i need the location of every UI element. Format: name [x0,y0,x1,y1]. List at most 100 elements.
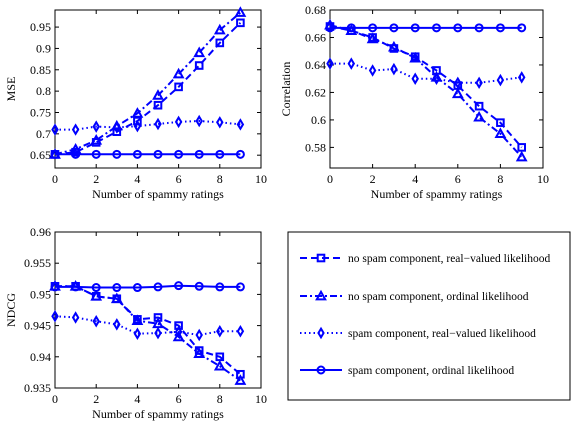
y-tick-label: 0.95 [30,287,51,301]
legend: no spam component, real−valued likelihoo… [287,231,571,401]
y-tick-label: 0.9 [36,41,51,55]
data-point [154,117,162,131]
data-point [50,282,60,292]
series-line [54,11,242,156]
data-point [91,149,101,159]
data-point [51,123,59,136]
data-point [368,64,377,77]
chart-panel-correlation: 0 2 4 6 8 10 0.58 0.6 0.62 0.64 0.66 0.68 Number of … [279,3,549,201]
data-point [195,114,203,128]
data-point [326,57,334,70]
data-point [453,23,463,33]
x-tick-label: 0 [52,392,58,406]
x-axis-label: Number of spammy ratings [371,187,503,201]
y-tick-label: 0.945 [24,319,51,333]
data-point [235,149,245,159]
series-4 [50,149,245,159]
data-point [236,324,245,338]
x-tick-label: 2 [93,172,99,186]
data-point [174,115,183,129]
data-point [409,51,422,63]
data-point [216,324,224,338]
data-point [411,72,419,85]
x-axis-label: Number of spammy ratings [92,187,224,201]
data-point [91,283,101,293]
data-point [152,89,164,100]
y-tick-label: 0.955 [24,256,51,270]
y-tick-label: 0.935 [24,381,51,395]
x-tick-label: 0 [52,172,58,186]
data-point [496,118,505,127]
data-point [110,292,123,304]
x-tick-label: 4 [412,172,418,186]
data-point [71,149,81,159]
data-point [215,38,225,48]
data-point [92,120,100,133]
legend-marker [315,289,327,301]
legend-entry: spam component, real−valued likelihood [300,326,536,340]
y-tick-label: 0.58 [305,140,326,154]
legend-label: no spam component, real−valued likelihoo… [348,253,551,265]
data-point [71,123,80,136]
y-tick-label: 0.68 [305,3,326,17]
data-point [215,149,225,159]
data-point [112,283,122,293]
x-tick-label: 6 [176,172,182,186]
legend-entry: no spam component, real−valued likelihoo… [300,253,551,265]
x-tick-label: 8 [497,172,503,186]
data-point [235,282,245,292]
data-point [50,149,60,159]
legend-entry: no spam component, ordinal likelihood [300,289,529,303]
x-tick-label: 10 [255,172,267,186]
data-point [153,282,163,292]
data-point [69,142,82,154]
data-point [496,73,505,87]
y-tick-label: 0.62 [305,85,326,99]
data-point [325,23,335,33]
data-point [390,62,398,76]
data-point [475,76,483,90]
series-line [330,62,522,84]
data-point [213,359,226,371]
data-point [172,67,185,79]
data-point [346,23,356,33]
data-point [432,72,441,85]
data-point [132,283,142,293]
x-axis-label: Number of spammy ratings [92,407,224,421]
data-point [216,116,224,129]
y-tick-label: 0.94 [30,350,51,364]
data-point [234,6,247,17]
data-point [193,347,206,359]
chart-panel-ndcg: 0 2 4 6 8 10 0.935 0.94 0.945 0.95 0.955 0.96 Number… [4,225,267,421]
data-point [474,101,484,111]
data-point [90,133,103,145]
data-point [154,326,162,340]
y-axis-label: NDCG [4,293,18,327]
x-tick-label: 2 [93,392,99,406]
y-tick-label: 0.66 [305,30,326,44]
data-point [454,76,462,90]
x-tick-label: 6 [176,392,182,406]
series-3 [51,114,245,136]
data-point [92,314,100,328]
data-point [195,328,203,342]
chart-panel-mse: 0 2 4 6 8 10 0.65 0.7 0.75 0.8 0.85 0.9 0.95 Number o… [4,6,267,201]
data-point [194,149,204,159]
data-point [71,311,80,324]
data-point [193,46,206,58]
data-point [132,149,142,159]
y-axis-label: Correlation [279,62,293,117]
legend-label: spam component, real−valued likelihood [348,328,536,340]
data-point [133,327,142,340]
data-point [388,40,400,52]
x-tick-label: 4 [134,172,140,186]
y-axis-label: MSE [4,77,18,102]
data-point [174,325,183,339]
legend-marker [316,253,326,263]
data-point [153,100,163,110]
data-point [51,309,59,323]
x-tick-label: 0 [327,172,333,186]
legend-marker [316,365,326,375]
legend-box [287,231,571,401]
